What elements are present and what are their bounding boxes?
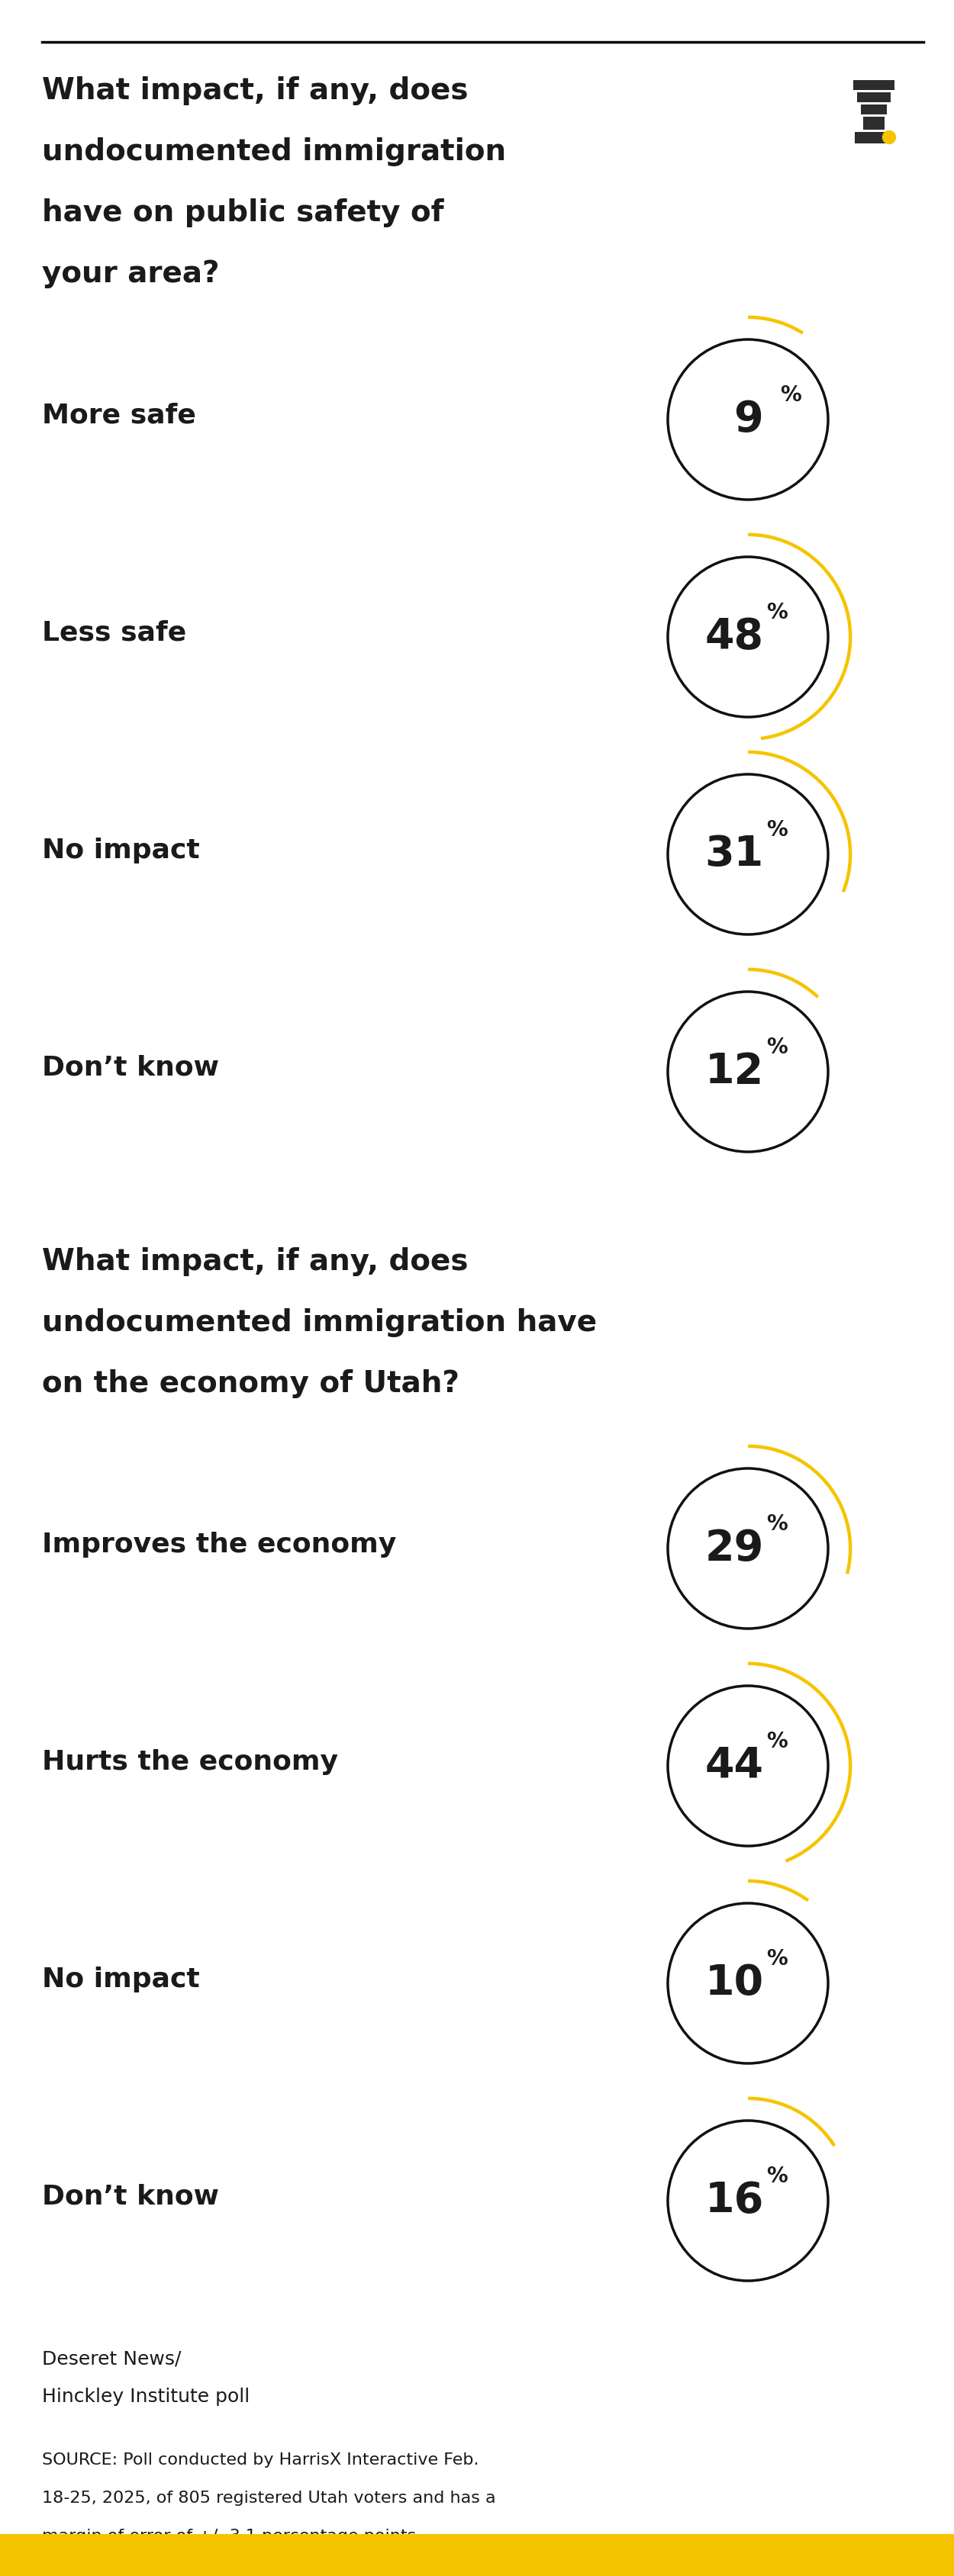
Text: on the economy of Utah?: on the economy of Utah? [42,1370,460,1399]
Text: Improves the economy: Improves the economy [42,1533,396,1558]
Circle shape [648,1667,848,1865]
Text: What impact, if any, does: What impact, if any, does [42,77,468,106]
Text: What impact, if any, does: What impact, if any, does [42,1247,468,1275]
Text: %: % [766,1731,788,1752]
Text: %: % [766,1036,788,1059]
Bar [855,131,893,144]
Bar [861,106,887,113]
Text: More safe: More safe [42,402,197,428]
Text: No impact: No impact [42,837,199,863]
Circle shape [648,319,848,520]
Circle shape [648,755,848,956]
Circle shape [648,2099,848,2300]
Bar [857,93,891,103]
Bar [0,2535,954,2576]
Text: No impact: No impact [42,1965,199,1991]
Text: 31: 31 [705,835,764,876]
Circle shape [648,536,848,737]
Text: Hinckley Institute poll: Hinckley Institute poll [42,2388,250,2406]
Text: %: % [766,1515,788,1535]
Text: 18-25, 2025, of 805 registered Utah voters and has a: 18-25, 2025, of 805 registered Utah vote… [42,2491,496,2506]
Text: Hurts the economy: Hurts the economy [42,1749,338,1775]
Circle shape [648,1883,848,2084]
Text: undocumented immigration: undocumented immigration [42,137,506,167]
Text: 16: 16 [705,2179,764,2221]
Text: 29: 29 [705,1528,764,1569]
Text: Don’t know: Don’t know [42,2184,219,2210]
Text: Don’t know: Don’t know [42,1056,219,1082]
Text: margin of error of +/- 3.1 percentage points.: margin of error of +/- 3.1 percentage po… [42,2530,422,2545]
Text: %: % [766,603,788,623]
Text: 48: 48 [705,616,763,657]
Text: Less safe: Less safe [42,621,186,647]
Text: undocumented immigration have: undocumented immigration have [42,1309,597,1337]
Text: 44: 44 [705,1747,763,1788]
Text: have on public safety of: have on public safety of [42,198,444,227]
Text: %: % [766,819,788,840]
Text: your area?: your area? [42,260,219,289]
Text: 12: 12 [705,1051,764,1092]
Text: Deseret News/: Deseret News/ [42,2349,181,2367]
Circle shape [648,971,848,1172]
Text: 10: 10 [705,1963,763,2004]
Text: SOURCE: Poll conducted by HarrisX Interactive Feb.: SOURCE: Poll conducted by HarrisX Intera… [42,2452,479,2468]
Circle shape [648,1448,848,1649]
Bar [853,80,895,90]
Text: %: % [766,1947,788,1971]
Text: %: % [780,384,801,407]
Circle shape [882,131,896,144]
Text: 9: 9 [734,399,762,440]
Bar [863,116,884,129]
Text: %: % [766,2166,788,2187]
